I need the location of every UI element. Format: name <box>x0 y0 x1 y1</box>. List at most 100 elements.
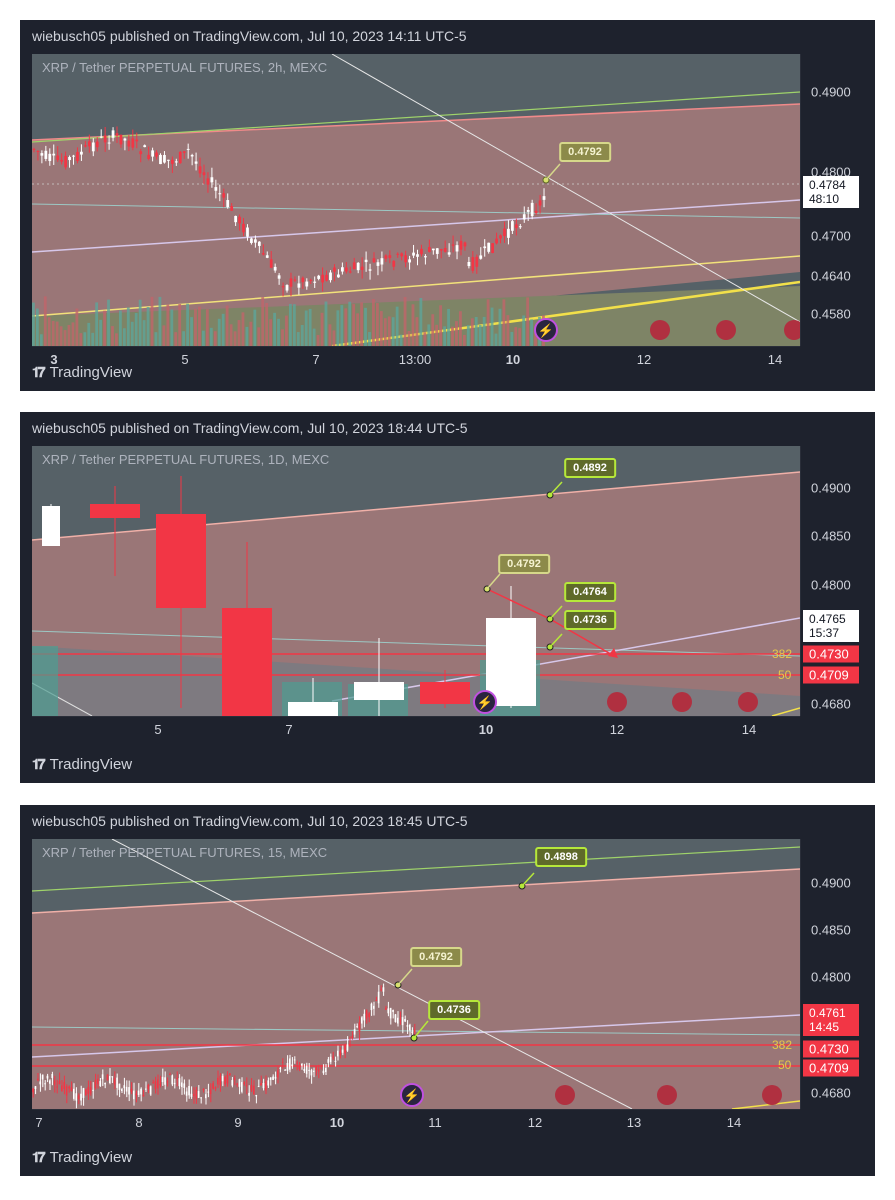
candle-body <box>40 153 44 156</box>
time-axis[interactable]: 5 7 10 12 14 <box>32 716 800 743</box>
candle-body <box>277 275 281 279</box>
volume-bar <box>435 324 439 346</box>
us-flag-icon[interactable] <box>607 692 627 712</box>
candle-body <box>68 1086 70 1089</box>
candle-body <box>226 200 230 208</box>
lightning-icon: ⚡ <box>477 695 493 711</box>
candle-body <box>408 259 411 263</box>
candle-body <box>409 1024 411 1031</box>
candle-body <box>214 187 218 191</box>
us-flag-icon[interactable] <box>672 692 692 712</box>
candle-body <box>269 259 273 268</box>
candle-body <box>348 271 352 273</box>
price-label[interactable]: 0.4892 <box>564 458 616 478</box>
candle-body <box>370 1003 373 1011</box>
volume-bar <box>122 328 126 346</box>
chart-card-2: wiebusch05 published on TradingView.com,… <box>20 412 875 783</box>
candle-body <box>354 682 404 700</box>
candle-body <box>34 1086 37 1089</box>
volume-bar <box>142 320 146 346</box>
volume-bar <box>518 328 522 346</box>
countdown: 48:10 <box>809 192 840 206</box>
price-axis[interactable]: 0.4900 0.4800 0.4700 0.4640 0.4580 0.478… <box>800 54 864 346</box>
candle-body <box>157 1079 159 1089</box>
volume-bar <box>166 304 170 346</box>
us-flag-icon[interactable] <box>650 320 670 340</box>
price-label[interactable]: 0.4792 <box>410 947 462 967</box>
volume-bar <box>300 324 304 346</box>
candle-body <box>404 255 408 263</box>
candle-body <box>305 281 309 287</box>
current-price: 0.4765 <box>809 612 846 626</box>
volume-bar <box>474 316 478 346</box>
price-label[interactable]: 0.4764 <box>564 582 616 602</box>
volume-bar <box>427 324 431 346</box>
us-flag-icon[interactable] <box>738 692 758 712</box>
volume-bar <box>55 321 59 346</box>
price-axis[interactable]: 0.4900 0.4850 0.4800 0.4680 0.4761 14:45… <box>800 839 864 1109</box>
candle-body <box>511 221 514 231</box>
candle-body <box>380 258 384 265</box>
price-label[interactable]: 0.4736 <box>428 1000 480 1020</box>
price-label[interactable]: 0.4792 <box>559 142 611 162</box>
candle-body <box>333 267 336 272</box>
candle-body <box>231 1080 234 1086</box>
tradingview-brand[interactable]: 𝟏𝟕 TradingView <box>32 756 132 773</box>
us-flag-icon[interactable] <box>716 320 736 340</box>
volume-bar <box>526 297 530 346</box>
volume-bar <box>75 308 79 346</box>
event-icon[interactable] <box>473 690 497 714</box>
candle-body <box>87 141 91 147</box>
price-label[interactable]: 0.4898 <box>535 847 587 867</box>
us-flag-icon[interactable] <box>657 1085 677 1105</box>
candle-body <box>296 1062 298 1064</box>
event-icon[interactable] <box>534 318 558 342</box>
candle-body <box>229 1073 231 1076</box>
volume-bar <box>423 332 427 346</box>
candle-body <box>116 1077 118 1088</box>
fib-price-382: 0.4730 <box>803 645 859 663</box>
candle-body <box>317 275 321 279</box>
volume-bar <box>130 321 134 346</box>
candle-body <box>90 504 140 518</box>
us-flag-icon[interactable] <box>762 1085 782 1105</box>
candle-body <box>385 1007 387 1010</box>
time-axis[interactable]: 7 8 9 10 11 12 13 14 <box>32 1109 800 1136</box>
plot-area[interactable]: ⚡ XRP / Tether PERPETUAL FUTURES, 1D, ME… <box>32 446 800 716</box>
candle-body <box>44 150 48 159</box>
candle-body <box>253 1085 255 1095</box>
tradingview-brand[interactable]: 𝟏𝟕 TradingView <box>32 364 132 381</box>
x-tick: 14 <box>726 1115 742 1130</box>
volume-bar <box>403 297 407 346</box>
candle-body <box>46 1075 49 1079</box>
candle-body <box>400 253 404 257</box>
fib-level-50: 50 <box>778 1058 792 1072</box>
volume-bar <box>459 311 462 346</box>
candle-body <box>325 274 328 281</box>
candle-body <box>522 214 526 220</box>
volume-bar <box>530 319 533 346</box>
price-label[interactable]: 0.4736 <box>564 610 616 630</box>
plot-area[interactable]: ⚡ XRP / Tether PERPETUAL FUTURES, 15, ME… <box>32 839 800 1109</box>
us-flag-icon[interactable] <box>555 1085 575 1105</box>
candle-body <box>310 1070 313 1076</box>
time-axis[interactable]: 3 5 7 13:00 10 12 14 <box>32 346 800 373</box>
tradingview-brand[interactable]: 𝟏𝟕 TradingView <box>32 1149 132 1166</box>
candle-body <box>200 1097 202 1099</box>
plot-area[interactable]: ⚡ XRP / Tether PERPETUAL FUTURES, 2h, ME… <box>32 54 800 346</box>
event-icon[interactable] <box>400 1083 424 1107</box>
candle-body <box>439 249 443 251</box>
candle-body <box>530 202 534 217</box>
volume-bar <box>273 312 276 346</box>
price-axis[interactable]: 0.4900 0.4850 0.4800 0.4680 0.4765 15:37… <box>800 446 864 716</box>
candle-body <box>289 1058 291 1070</box>
us-flag-icon[interactable] <box>784 320 800 340</box>
brand-name: TradingView <box>49 756 133 773</box>
candle-body <box>332 1056 334 1058</box>
candle-body <box>389 1008 392 1019</box>
candle-body <box>159 1083 162 1086</box>
price-label[interactable]: 0.4792 <box>498 554 550 574</box>
candle-body <box>89 1087 92 1094</box>
volume-bar <box>285 315 288 346</box>
volume-bar <box>237 320 241 346</box>
